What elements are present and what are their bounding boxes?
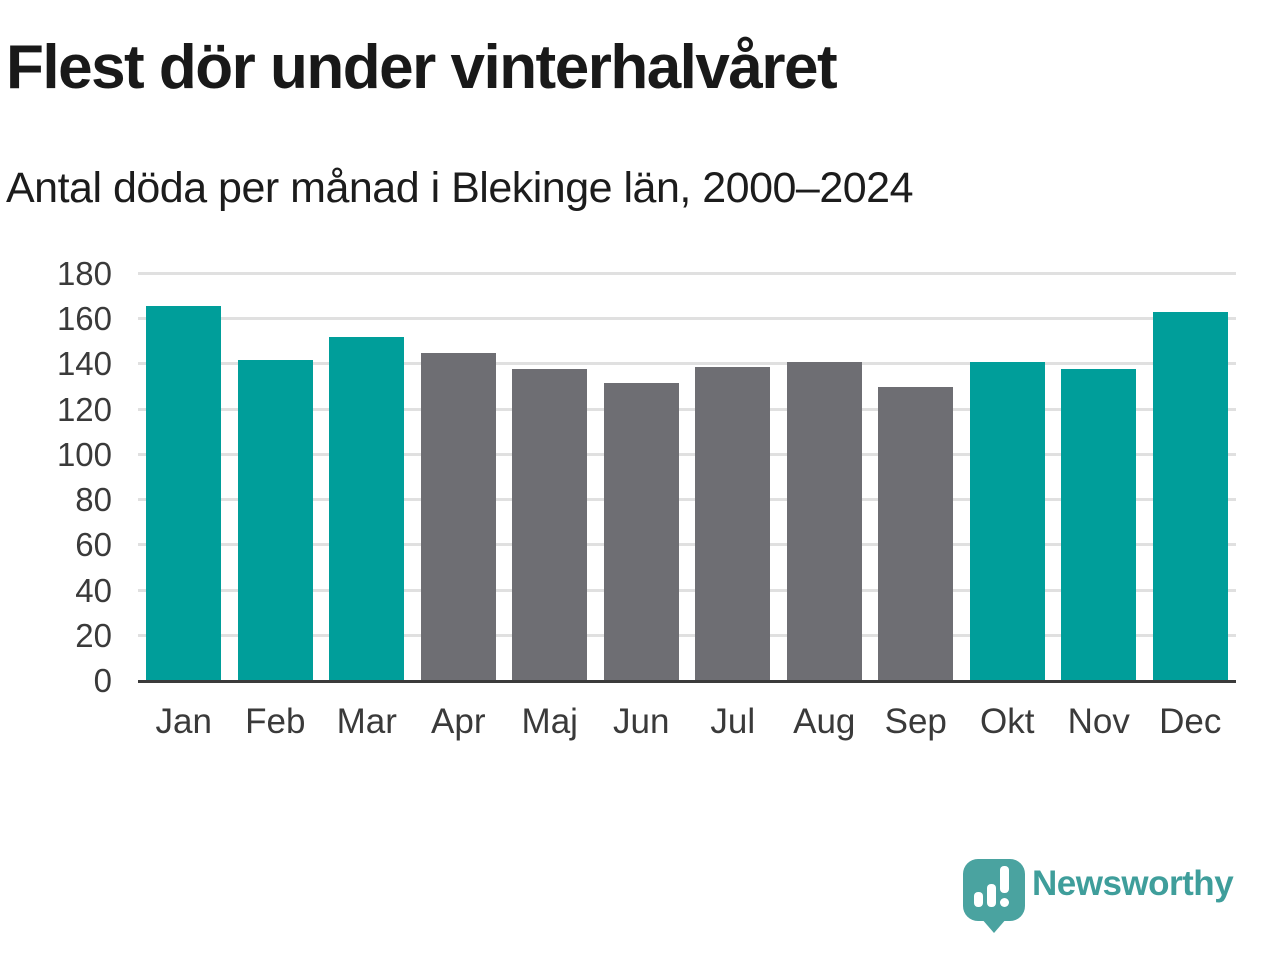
bar-jun [603,383,679,681]
y-tick-label: 20 [75,616,112,654]
x-tick-label: Aug [793,702,856,741]
brand-wordmark: Newsworthy [1032,864,1234,903]
bar-aug [786,362,862,681]
y-tick-label: 120 [56,390,112,428]
gridline [138,407,1236,411]
gridline [138,452,1236,456]
bar-jan [146,306,222,681]
bar-apr [420,353,496,681]
gridline [138,633,1236,637]
bar-okt [969,362,1045,681]
bar-feb [237,360,313,681]
speech-bubble-chart-icon [963,859,1025,921]
x-tick-label: Mar [336,702,397,741]
gridline [138,272,1236,275]
bar-nov [1061,369,1137,681]
y-tick-label: 140 [56,345,112,383]
y-tick-label: 180 [56,255,112,292]
gridline [138,588,1236,592]
x-tick-label: Nov [1067,702,1130,741]
y-tick-label: 160 [56,300,112,338]
x-tick-label: Jan [155,702,212,741]
x-tick-label: Jun [613,702,670,741]
chart-title: Flest dör under vinterhalvåret [6,33,838,102]
y-tick-label: 100 [56,435,112,473]
logo-exclamation-dot-icon [1000,898,1009,907]
x-tick-label: Maj [521,702,578,741]
gridline [138,498,1236,502]
bar-sep [878,387,954,681]
x-tick-label: Okt [980,702,1035,741]
speech-bubble-tail [981,918,1007,933]
gridline [138,317,1236,321]
logo-bar-icon [974,892,983,907]
bar-maj [512,369,588,681]
chart-subtitle: Antal döda per månad i Blekinge län, 200… [6,164,913,212]
y-tick-label: 40 [75,571,112,609]
y-tick-label: 80 [75,481,112,519]
gridline [138,362,1236,366]
bar-dec [1152,312,1228,681]
y-tick-label: 0 [93,662,112,699]
logo-bar-icon [987,884,996,907]
bar-mar [329,337,405,681]
gridline [138,543,1236,547]
x-axis-line [138,680,1236,683]
bar-jul [695,367,771,681]
x-tick-label: Apr [431,702,486,741]
x-tick-label: Feb [245,702,306,741]
logo-exclamation-icon [1000,866,1009,893]
y-tick-label: 60 [75,526,112,564]
newsworthy-logo [963,859,1280,939]
x-tick-label: Jul [710,702,756,741]
x-tick-label: Dec [1159,702,1222,741]
x-tick-label: Sep [884,702,947,741]
